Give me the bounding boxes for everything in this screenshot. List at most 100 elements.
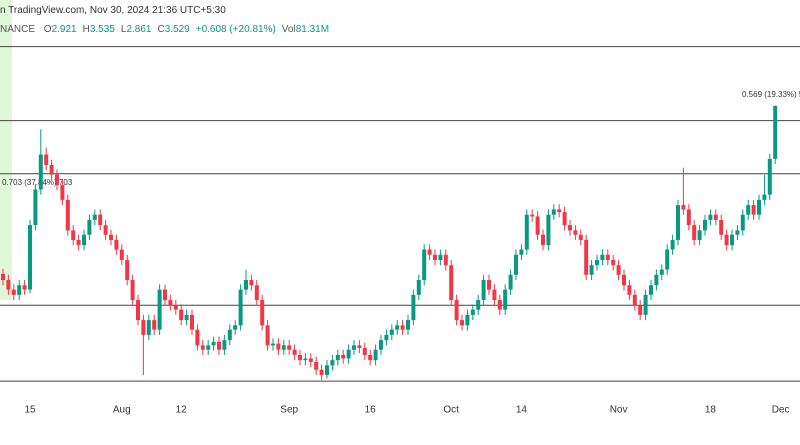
candle-body — [519, 249, 524, 255]
candle-body — [217, 341, 221, 350]
candle-body — [703, 219, 707, 231]
legend-label: L — [120, 24, 127, 35]
candle-body — [605, 254, 610, 260]
candle-body — [470, 309, 475, 315]
x-tick-label: Dec — [772, 405, 790, 416]
candle-body — [184, 314, 189, 321]
candle-body — [724, 234, 729, 246]
candle-body — [368, 354, 373, 361]
legend-value: 2.921 — [51, 24, 77, 35]
candle-body — [211, 341, 216, 346]
candle-body — [551, 209, 556, 215]
candle-body — [346, 349, 351, 359]
candle-body — [595, 259, 599, 266]
candle-body — [622, 274, 626, 286]
candle-body — [244, 280, 248, 290]
candle-body — [454, 300, 459, 321]
candle-body — [681, 205, 686, 210]
candle-body — [659, 269, 664, 275]
candle-body — [611, 259, 616, 266]
candle-body — [757, 199, 761, 215]
candle-body — [260, 300, 265, 326]
candle-body — [492, 289, 497, 301]
candle-body — [773, 105, 778, 159]
candle-body — [535, 216, 540, 235]
candle-body — [395, 325, 400, 330]
candle-body — [411, 294, 416, 321]
candle-body — [546, 214, 551, 246]
highlight-band — [0, 0, 12, 300]
x-tick-label: 18 — [705, 405, 717, 416]
candle-body — [562, 212, 567, 226]
candle-body — [319, 369, 324, 375]
candle-body — [17, 285, 22, 295]
candle-body — [719, 219, 724, 235]
header-source: n TradingView.com, Nov 30, 2024 21:36 UT… — [0, 5, 226, 16]
legend-label: H — [82, 24, 90, 35]
candle-body — [524, 214, 529, 250]
candle-body — [55, 174, 59, 186]
x-tick-label: Aug — [113, 405, 131, 416]
candle-body — [146, 320, 151, 335]
candle-body — [654, 274, 659, 286]
candle-body — [28, 225, 32, 290]
candle-body — [740, 214, 745, 231]
candle-body — [406, 320, 410, 330]
candle-body — [271, 343, 275, 346]
candle-body — [568, 225, 572, 231]
candle-body — [1, 273, 5, 281]
candle-body — [573, 230, 578, 235]
candle-body — [119, 249, 124, 260]
candle-body — [103, 225, 108, 235]
candle-body — [87, 219, 92, 235]
candle-body — [71, 230, 76, 240]
candle-body — [530, 214, 535, 217]
legend-value: +0.608 (+20.81%) — [195, 24, 276, 35]
candle-body — [584, 239, 589, 275]
candle-body — [357, 345, 362, 348]
symbol: NANCE — [0, 24, 36, 35]
candle-body — [141, 320, 146, 335]
candle-body — [6, 280, 11, 290]
candle-body — [33, 189, 38, 226]
candle-body — [578, 234, 583, 240]
candle-body — [557, 209, 562, 213]
legend-item: +0.608 (+20.81%) — [196, 24, 276, 35]
candle-body — [249, 280, 254, 286]
candle-body — [665, 249, 670, 270]
candle-body — [265, 325, 270, 346]
candle-body — [152, 320, 157, 330]
candle-body — [427, 249, 432, 255]
candle-body — [627, 285, 632, 295]
x-tick-label: Nov — [610, 405, 628, 416]
candle-body — [222, 340, 227, 350]
candle-body — [227, 329, 232, 341]
x-tick-label: 15 — [24, 405, 36, 416]
candle-body — [632, 294, 637, 306]
candle-body — [76, 239, 81, 246]
candle-body — [389, 329, 394, 335]
candle-body — [130, 280, 135, 301]
candle-body — [195, 329, 200, 346]
legend-value: 81.31M — [295, 24, 330, 35]
x-tick-label: Oct — [443, 405, 459, 416]
candle-body — [292, 349, 297, 355]
candle-body — [65, 199, 70, 231]
candle-body — [676, 205, 680, 240]
candle-body — [109, 234, 113, 240]
candle-body — [497, 300, 502, 310]
candle-body — [114, 239, 119, 250]
annotation: 0.703 (37.84%) 703 — [2, 178, 73, 187]
candle-body — [589, 265, 594, 275]
candle-body — [692, 225, 697, 240]
candle-body — [314, 361, 319, 370]
candle-body — [708, 214, 713, 220]
candle-body — [335, 354, 340, 361]
legend-value: 3.529 — [164, 24, 190, 35]
candle-body — [713, 214, 718, 220]
candle-body — [460, 320, 464, 326]
candle-body — [276, 343, 281, 350]
candle-body — [481, 280, 486, 301]
candle-body — [697, 230, 702, 240]
